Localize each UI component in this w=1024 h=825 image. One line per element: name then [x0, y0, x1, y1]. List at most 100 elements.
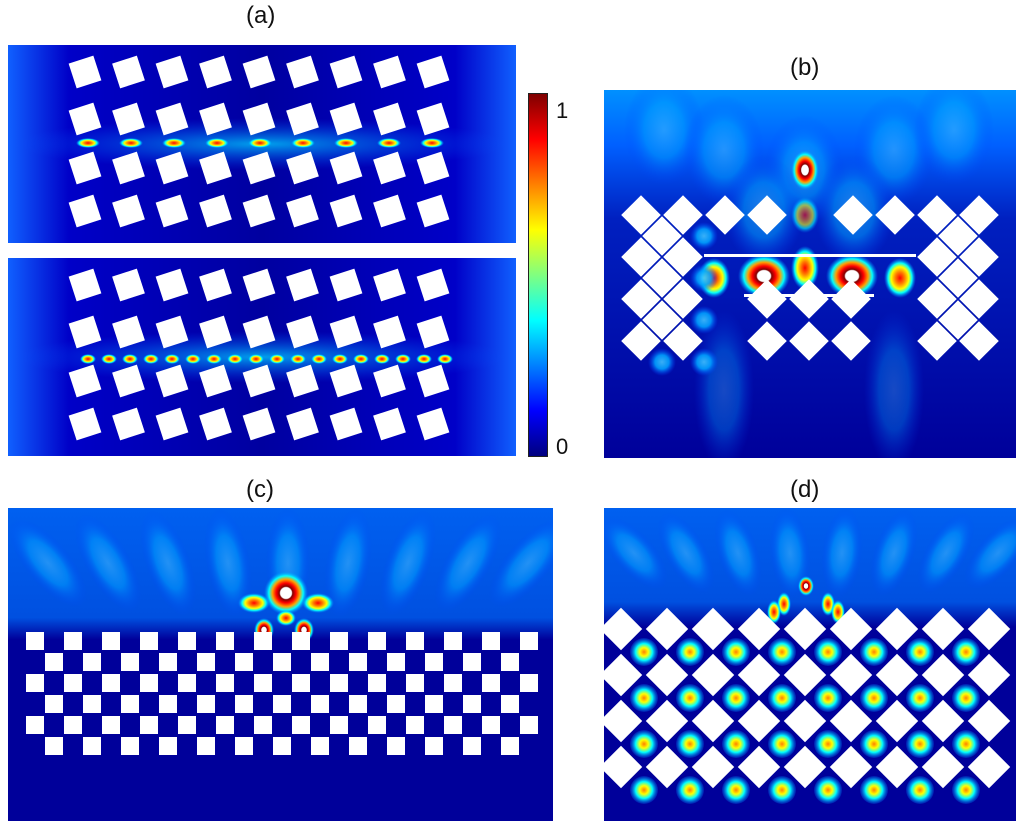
checkerboard-cell	[64, 632, 82, 650]
cell-hotspot	[630, 638, 658, 666]
scatterer-diamond	[789, 321, 829, 361]
scatterer-diamond	[663, 237, 703, 277]
scatterer-square	[373, 151, 406, 185]
checkerboard-cell	[121, 737, 139, 755]
scatterer-diamond	[747, 321, 787, 361]
cell-hotspot	[676, 776, 704, 804]
cell-hotspot	[676, 730, 704, 758]
checkerboard-cell	[349, 737, 367, 755]
checkerboard-cell	[83, 695, 101, 713]
checkerboard-cell	[273, 737, 291, 755]
field-hotspot	[248, 354, 264, 364]
field-hotspot	[269, 354, 285, 364]
scatterer-square	[329, 407, 363, 441]
scatterer-square	[112, 55, 145, 89]
scatterer-square	[68, 151, 102, 185]
panel-a-top-svg	[8, 45, 516, 243]
scatterer-diamond	[621, 279, 661, 319]
cell-hotspot	[722, 638, 750, 666]
cell-hotspot	[860, 638, 888, 666]
scatterer-square	[286, 364, 319, 398]
checkerboard-cell	[311, 737, 329, 755]
field-hotspot	[122, 354, 138, 364]
scatterer-square	[416, 55, 450, 89]
checkerboard-cell	[45, 737, 63, 755]
checkerboard-cell	[444, 674, 462, 692]
field-hotspot	[798, 576, 814, 596]
checkerboard-cell	[121, 695, 139, 713]
panel-a-bottom-svg	[8, 258, 516, 456]
checkerboard-cell	[330, 632, 348, 650]
checkerboard-cell	[254, 674, 272, 692]
scatterer-square	[199, 102, 232, 136]
checkerboard-cell	[273, 653, 291, 671]
checkerboard-cell	[26, 632, 44, 650]
scatterer-diamond	[747, 195, 787, 235]
checkerboard-cell	[349, 653, 367, 671]
scatterer-square	[373, 407, 406, 441]
checkerboard-cell	[292, 716, 310, 734]
cell-hotspot	[630, 684, 658, 712]
field-hotspot	[143, 354, 159, 364]
scatterer-square	[416, 102, 450, 136]
scatterer-diamond	[875, 195, 915, 235]
checkerboard-cell	[102, 632, 120, 650]
checkerboard-cell	[235, 653, 253, 671]
scatterer-square	[286, 268, 319, 302]
panel-d-field-map	[604, 508, 1016, 821]
field-hotspot	[377, 138, 401, 148]
panel-d-label: (d)	[790, 476, 820, 503]
scatterer-square	[242, 102, 276, 136]
scatterer-square	[68, 407, 102, 441]
scatterer-square	[68, 102, 102, 136]
scatterer-diamond	[917, 237, 957, 277]
field-hotspot	[119, 138, 143, 148]
scatterer-square	[416, 407, 450, 441]
scatterer-square	[286, 407, 319, 441]
field-hotspot	[76, 138, 100, 148]
cell-hotspot	[952, 776, 980, 804]
checkerboard-cell	[311, 695, 329, 713]
scatterer-diamond	[959, 195, 999, 235]
scatterer-square	[373, 102, 406, 136]
checkerboard-cell	[83, 653, 101, 671]
scatterer-square	[155, 55, 189, 89]
scatterer-diamond	[959, 279, 999, 319]
checkerboard-cell	[387, 737, 405, 755]
field-hotspot	[185, 354, 201, 364]
scatterer-diamond	[663, 321, 703, 361]
checkerboard-cell	[159, 653, 177, 671]
scatterer-diamond	[747, 279, 787, 319]
checkerboard-cell	[444, 632, 462, 650]
panel-a-bottom-field-map	[8, 258, 516, 456]
field-hotspot	[374, 354, 390, 364]
scatterer-square	[416, 315, 450, 349]
field-hotspot	[420, 138, 444, 148]
scatterer-square	[112, 315, 145, 349]
scatterer-diamond	[831, 321, 871, 361]
scatterer-square	[112, 151, 145, 185]
field-hotspot	[264, 571, 308, 615]
checkerboard-cell	[26, 716, 44, 734]
cell-hotspot	[906, 776, 934, 804]
checkerboard-cell	[216, 716, 234, 734]
checkerboard-cell	[368, 716, 386, 734]
checkerboard-cell	[501, 695, 519, 713]
scatterer-square	[155, 268, 189, 302]
scatterer-square	[329, 102, 363, 136]
panel-c-field-map	[8, 508, 553, 821]
field-hotspot	[791, 150, 819, 190]
checkerboard-cell	[45, 695, 63, 713]
checkerboard-cell	[216, 632, 234, 650]
checkerboard-cell	[64, 716, 82, 734]
scatterer-diamond	[959, 321, 999, 361]
cell-hotspot	[630, 730, 658, 758]
checkerboard-cell	[235, 695, 253, 713]
checkerboard-cell	[254, 716, 272, 734]
checkerboard-cell	[121, 653, 139, 671]
cell-hotspot	[814, 684, 842, 712]
checkerboard-cell	[102, 674, 120, 692]
checkerboard-cell	[197, 653, 215, 671]
cell-hotspot	[952, 684, 980, 712]
cell-hotspot	[630, 776, 658, 804]
